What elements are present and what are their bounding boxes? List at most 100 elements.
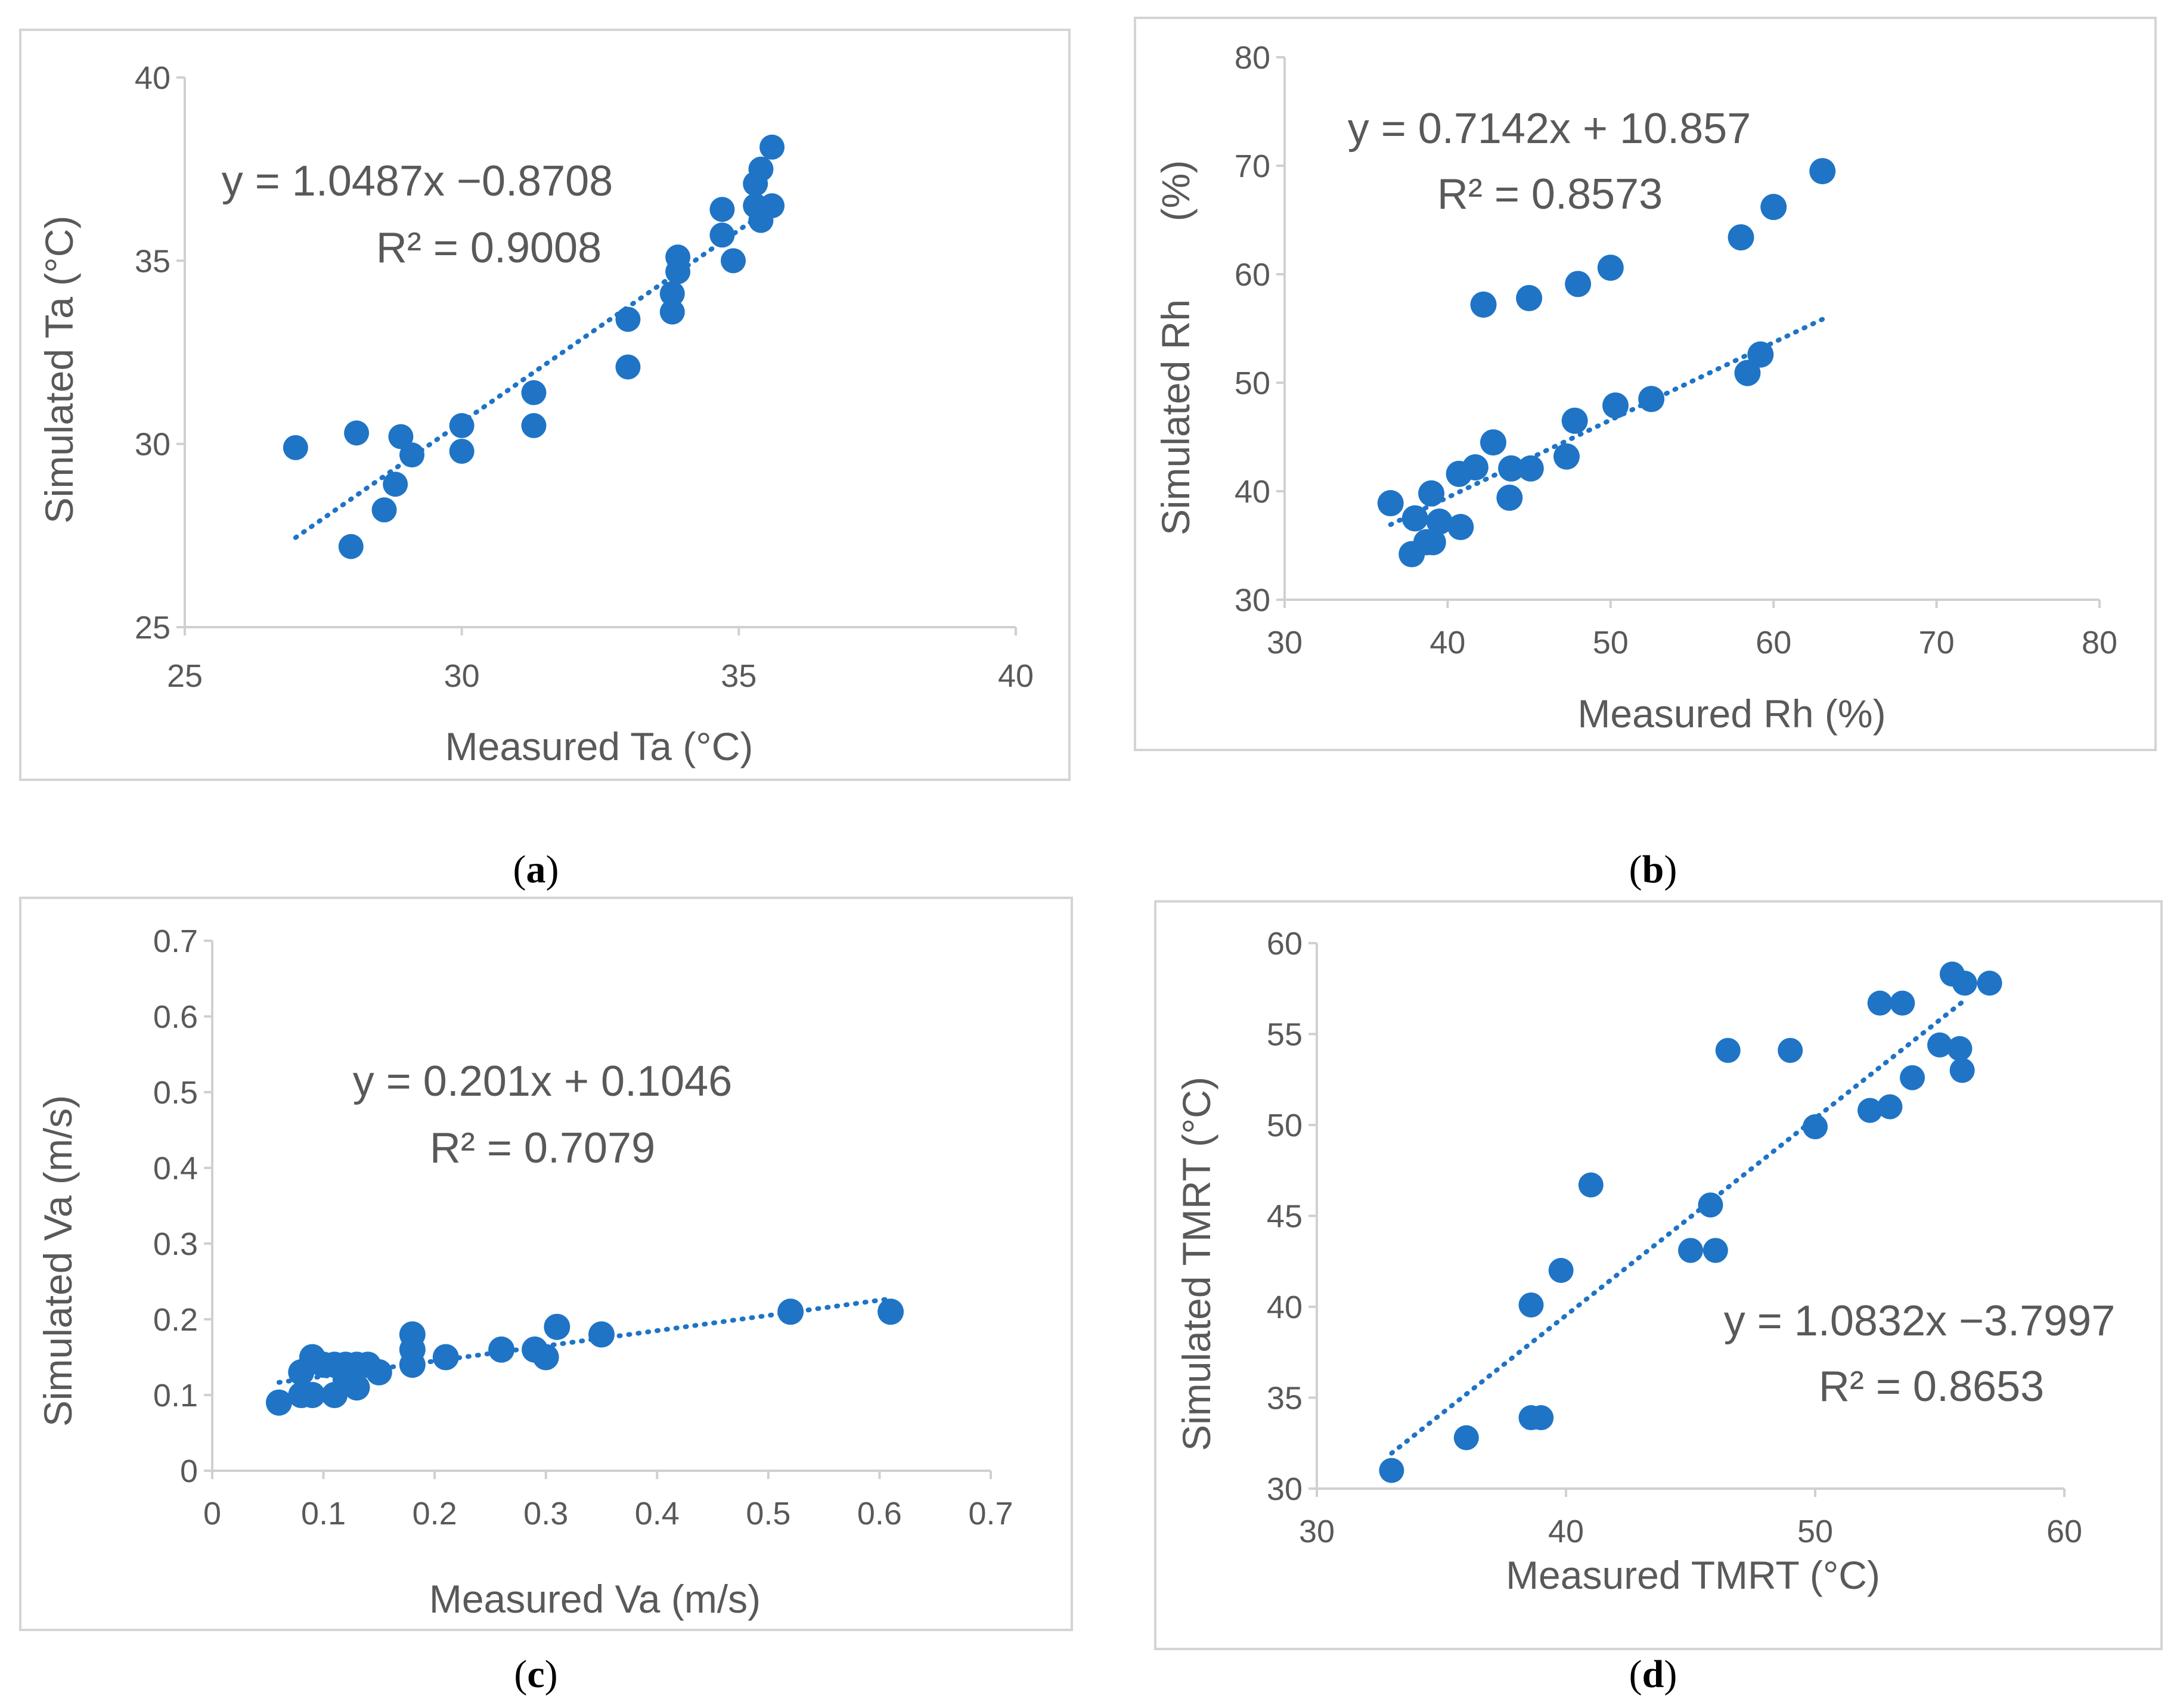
data-point xyxy=(1760,194,1787,221)
data-point xyxy=(709,197,735,222)
data-point xyxy=(383,472,408,497)
data-point xyxy=(1517,455,1544,482)
data-point xyxy=(1470,291,1497,318)
data-point xyxy=(1516,285,1543,312)
panel-c-points xyxy=(265,1298,904,1416)
data-point xyxy=(615,354,641,380)
data-point xyxy=(777,1298,804,1325)
data-point xyxy=(544,1313,570,1340)
data-point xyxy=(1578,1172,1604,1198)
x-tick-label: 25 xyxy=(167,658,203,694)
data-point xyxy=(488,1336,515,1363)
y-tick-label: 60 xyxy=(1267,926,1303,962)
trendline xyxy=(1389,997,1967,1456)
y-tick-label: 35 xyxy=(135,243,170,279)
panel-d-trendline xyxy=(1389,997,1967,1456)
x-tick-label: 60 xyxy=(2046,1514,2082,1549)
y-tick-label: 0.4 xyxy=(153,1151,198,1186)
x-tick-label: 0.3 xyxy=(523,1496,568,1532)
y-tick-label: 0.1 xyxy=(153,1378,198,1413)
y-tick-label: 0.7 xyxy=(153,923,198,959)
panel-b-equation: y = 0.7142x + 10.857 xyxy=(1348,105,1751,153)
data-point xyxy=(1418,480,1445,507)
data-point xyxy=(1715,1037,1741,1063)
panel-d-label: (d) xyxy=(1629,1653,1677,1696)
y-tick-label: 40 xyxy=(135,60,170,96)
data-point xyxy=(1561,407,1588,434)
panel-c-ylabel: Simulated Va (m/s) xyxy=(36,1095,80,1427)
panel-b-points xyxy=(1377,158,1836,568)
panel-c-letter: c xyxy=(527,1653,544,1696)
data-point xyxy=(1803,1114,1828,1140)
data-point xyxy=(1778,1037,1803,1063)
y-tick-label: 25 xyxy=(135,610,170,646)
data-point xyxy=(371,497,397,523)
data-point xyxy=(1447,514,1474,541)
data-point xyxy=(1462,454,1489,481)
panel-d: 30 40 50 60 30 35 40 45 50 55 60 y = 1.0832x −3.79… xyxy=(1154,900,2163,1696)
panel-a-equation: y = 1.0487x −0.8708 xyxy=(222,157,613,205)
x-tick-label: 30 xyxy=(1267,625,1303,661)
y-tick-label: 0.3 xyxy=(153,1226,198,1262)
panel-a-label: (a) xyxy=(513,848,559,891)
data-point xyxy=(1698,1192,1723,1218)
x-tick-label: 80 xyxy=(2082,625,2117,661)
panel-d-points xyxy=(1379,961,2002,1483)
data-point xyxy=(1498,455,1525,482)
panel-c: 0 0.1 0.2 0.3 0.4 0.5 0.6 0.7 0 0.1 0.2 0.3 0.4 0.5 0.… xyxy=(19,897,1073,1696)
trendline xyxy=(293,204,775,540)
panel-c-axes: 0 0.1 0.2 0.3 0.4 0.5 0.6 0.7 0 0.1 0.2 0.3 0.4 0.5 0.… xyxy=(153,923,1013,1532)
data-point xyxy=(432,1344,459,1371)
data-point xyxy=(759,134,785,160)
y-tick-label: 0.6 xyxy=(153,999,198,1035)
data-point xyxy=(265,1389,292,1416)
x-tick-label: 0.1 xyxy=(301,1496,346,1532)
y-tick-label: 45 xyxy=(1267,1199,1303,1235)
data-point xyxy=(1401,505,1428,532)
data-point xyxy=(759,193,785,219)
data-point xyxy=(1949,1058,1975,1083)
data-point xyxy=(1518,1292,1544,1318)
panel-b-frame xyxy=(1134,17,2157,751)
y-tick-label: 55 xyxy=(1267,1017,1303,1053)
data-point xyxy=(1952,971,1977,996)
data-point xyxy=(388,424,414,450)
data-point xyxy=(283,435,308,460)
data-point xyxy=(665,244,691,270)
panel-c-r2: R² = 0.7079 xyxy=(430,1124,655,1172)
panel-a-trendline xyxy=(293,204,775,540)
data-point xyxy=(1867,990,1893,1016)
x-tick-label: 0 xyxy=(203,1496,221,1532)
data-point xyxy=(1548,1258,1574,1283)
x-tick-label: 70 xyxy=(1919,625,1955,661)
data-point xyxy=(299,1382,325,1408)
x-tick-label: 30 xyxy=(1299,1514,1335,1549)
x-tick-label: 40 xyxy=(1429,625,1465,661)
panel-a-xlabel: Measured Ta (°C) xyxy=(445,724,753,768)
panel-b: 30 40 50 60 70 80 30 40 50 60 70 80 y = 0.7142x + 1… xyxy=(1134,17,2157,891)
panel-d-r2: R² = 0.8653 xyxy=(1819,1363,2044,1411)
panel-b-axes: 30 40 50 60 70 80 30 40 50 60 70 80 xyxy=(1235,40,2117,661)
y-tick-label: 40 xyxy=(1235,474,1270,510)
panel-b-letter: b xyxy=(1642,848,1664,891)
data-point xyxy=(1379,1458,1404,1483)
data-point xyxy=(365,1359,392,1385)
y-tick-label: 50 xyxy=(1235,365,1270,401)
panel-b-r2: R² = 0.8573 xyxy=(1437,171,1663,218)
data-point xyxy=(1734,359,1761,386)
panel-a-letter: a xyxy=(526,848,546,891)
panel-d-frame xyxy=(1154,900,2163,1650)
data-point xyxy=(1977,971,2002,996)
panel-b-ylabel-unit: (%) xyxy=(1153,160,1198,222)
x-tick-label: 35 xyxy=(721,658,756,694)
y-tick-label: 35 xyxy=(1267,1381,1303,1416)
data-point xyxy=(1857,1098,1883,1123)
data-point xyxy=(709,222,735,248)
data-point xyxy=(399,442,425,468)
panel-b-ylabel: Simulated Rh xyxy=(1153,299,1198,535)
y-tick-label: 0.2 xyxy=(153,1302,198,1338)
data-point xyxy=(344,420,370,446)
data-point xyxy=(1747,341,1774,368)
data-point xyxy=(399,1351,426,1378)
